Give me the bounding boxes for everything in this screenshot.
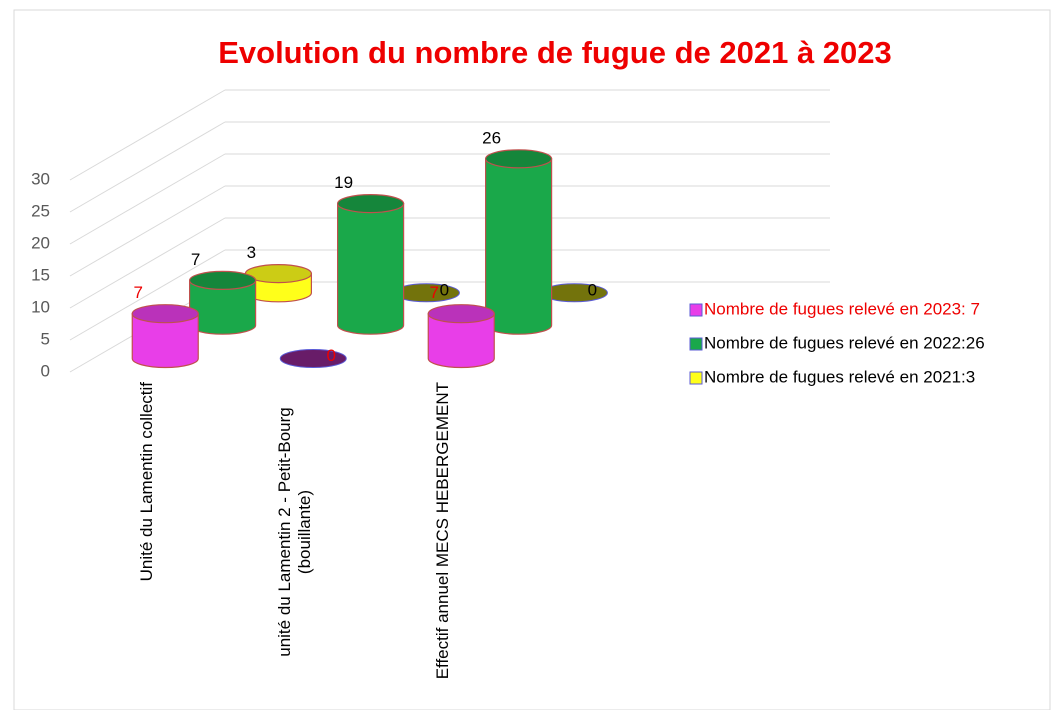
grid-line: [69, 217, 226, 309]
data-label: 0: [440, 280, 449, 299]
x-tick-label: Unité du Lamentin collectif: [137, 382, 156, 582]
cylinder: [131, 313, 199, 369]
cylinder-top: [131, 304, 199, 324]
grid-line: [69, 89, 226, 181]
y-tick-label: 15: [31, 265, 50, 284]
grid-line: [69, 153, 226, 245]
cylinder-top: [189, 270, 257, 290]
chart-title: Evolution du nombre de fugue de 2021 à 2…: [218, 35, 892, 70]
y-tick-label: 5: [41, 329, 50, 348]
data-label: 0: [588, 280, 597, 299]
legend-label: Nombre de fugues relevé en 2023: 7: [704, 299, 980, 318]
legend-label: Nombre de fugues relevé en 2021:3: [704, 367, 975, 386]
y-tick-label: 0: [41, 361, 50, 380]
data-label: 26: [482, 128, 501, 147]
data-label: 7: [191, 250, 200, 269]
data-label: 3: [247, 243, 256, 262]
legend-swatch: [689, 337, 703, 351]
grid-line: [69, 249, 226, 341]
y-tick-label: 20: [31, 233, 50, 252]
y-tick-label: 30: [31, 169, 50, 188]
legend-swatch: [689, 303, 703, 317]
cylinder: [485, 158, 553, 335]
grid-line: [69, 121, 226, 213]
legend-label: Nombre de fugues relevé en 2022:26: [704, 333, 985, 352]
y-tick-label: 10: [31, 297, 50, 316]
cylinder-top: [484, 149, 553, 169]
data-label: 0: [327, 346, 336, 365]
cylinder-top: [427, 304, 495, 324]
cylinder: [337, 203, 405, 335]
x-tick-label: unité du Lamentin 2 - Petit-Bourg (bouil…: [275, 407, 314, 657]
cylinder-flat: [279, 349, 347, 368]
legend-swatch: [689, 371, 703, 385]
cylinder-top: [337, 194, 405, 214]
data-label: 7: [430, 283, 439, 302]
y-tick-label: 25: [31, 201, 50, 220]
data-label: 19: [334, 173, 353, 192]
data-label: 7: [134, 283, 143, 302]
x-tick-label: Effectif annuel MECS HEBERGEMENT: [433, 382, 452, 680]
grid-line: [69, 185, 226, 277]
cylinder: [427, 313, 495, 369]
